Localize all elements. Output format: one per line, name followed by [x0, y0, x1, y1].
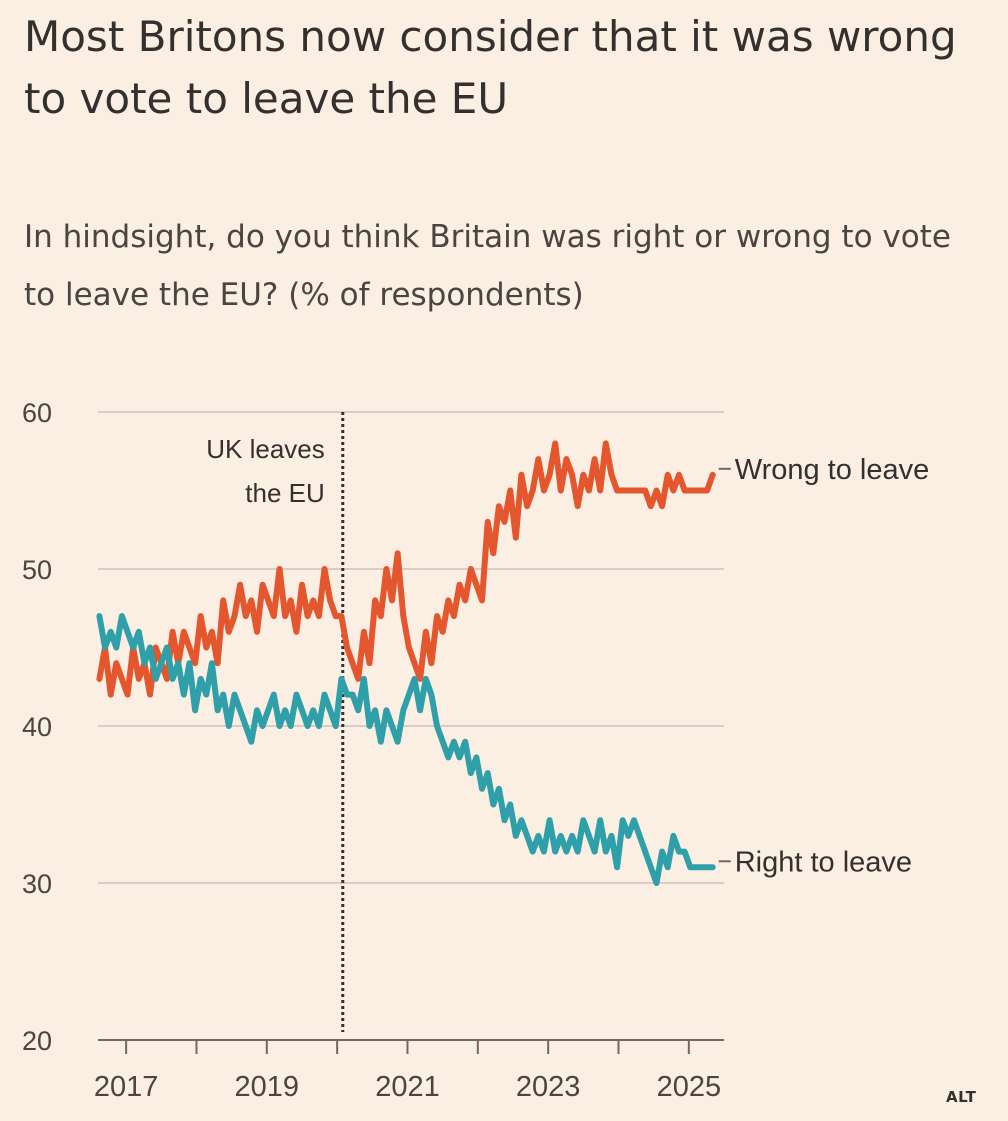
y-tick-label-60: 60 [22, 398, 52, 428]
series-line-right-to-leave [96, 613, 716, 886]
annotation-label-line1: UK leaves [206, 434, 325, 464]
series-lines [96, 440, 716, 886]
x-tick-label-2019: 2019 [235, 1071, 300, 1103]
grid-lines [98, 411, 724, 884]
annotation-label-line2: the EU [245, 478, 325, 508]
chart-title: Most Britons now consider that it was wr… [24, 12, 957, 123]
series-label-wrong-to-leave: Wrong to leave [735, 454, 930, 486]
chart-subtitle: In hindsight, do you think Britain was r… [24, 219, 951, 313]
x-axis: 2017 2019 2021 2023 2025 [94, 1039, 724, 1103]
y-tick-label-30: 30 [22, 869, 52, 899]
series-label-right-to-leave: Right to leave [735, 846, 912, 878]
x-tick-label-2017: 2017 [94, 1071, 159, 1103]
x-tick-label-2023: 2023 [516, 1071, 581, 1103]
alt-text-badge[interactable]: ALT [946, 1088, 977, 1106]
x-tick-label-2021: 2021 [375, 1071, 440, 1103]
brexit-annotation: UK leaves the EU [206, 412, 345, 1032]
y-tick-label-20: 20 [22, 1026, 52, 1056]
y-tick-label-50: 50 [22, 555, 52, 585]
y-tick-label-40: 40 [22, 712, 52, 742]
series-labels: Wrong to leave Right to leave [718, 454, 930, 878]
x-tick-label-2025: 2025 [657, 1071, 722, 1103]
y-axis-tick-labels: 20 30 40 50 60 [22, 398, 52, 1056]
series-line-wrong-to-leave [96, 440, 716, 698]
